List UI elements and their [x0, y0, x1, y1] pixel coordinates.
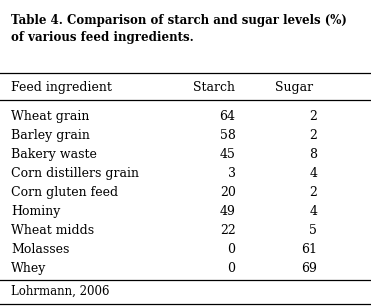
Text: 2: 2: [309, 129, 317, 142]
Text: 64: 64: [220, 110, 236, 123]
Text: Lohrmann, 2006: Lohrmann, 2006: [11, 285, 109, 298]
Text: 22: 22: [220, 224, 236, 237]
Text: Hominy: Hominy: [11, 205, 60, 218]
Text: 61: 61: [301, 243, 317, 256]
Text: 20: 20: [220, 186, 236, 199]
Text: Corn distillers grain: Corn distillers grain: [11, 167, 139, 180]
Text: 2: 2: [309, 186, 317, 199]
Text: 0: 0: [227, 243, 236, 256]
Text: 5: 5: [309, 224, 317, 237]
Text: Starch: Starch: [193, 81, 235, 94]
Text: 4: 4: [309, 205, 317, 218]
Text: Bakery waste: Bakery waste: [11, 148, 97, 161]
Text: Sugar: Sugar: [275, 81, 313, 94]
Text: 0: 0: [227, 262, 236, 275]
Text: 45: 45: [220, 148, 236, 161]
Text: Feed ingredient: Feed ingredient: [11, 81, 112, 94]
Text: Table 4. Comparison of starch and sugar levels (%)
of various feed ingredients.: Table 4. Comparison of starch and sugar …: [11, 14, 347, 44]
Text: 58: 58: [220, 129, 236, 142]
Text: Whey: Whey: [11, 262, 46, 275]
Text: 2: 2: [309, 110, 317, 123]
Text: 49: 49: [220, 205, 236, 218]
Text: Barley grain: Barley grain: [11, 129, 90, 142]
Text: Corn gluten feed: Corn gluten feed: [11, 186, 118, 199]
Text: Molasses: Molasses: [11, 243, 69, 256]
Text: 4: 4: [309, 167, 317, 180]
Text: 69: 69: [301, 262, 317, 275]
Text: Wheat grain: Wheat grain: [11, 110, 89, 123]
Text: 3: 3: [227, 167, 236, 180]
Text: Wheat midds: Wheat midds: [11, 224, 94, 237]
Text: 8: 8: [309, 148, 317, 161]
